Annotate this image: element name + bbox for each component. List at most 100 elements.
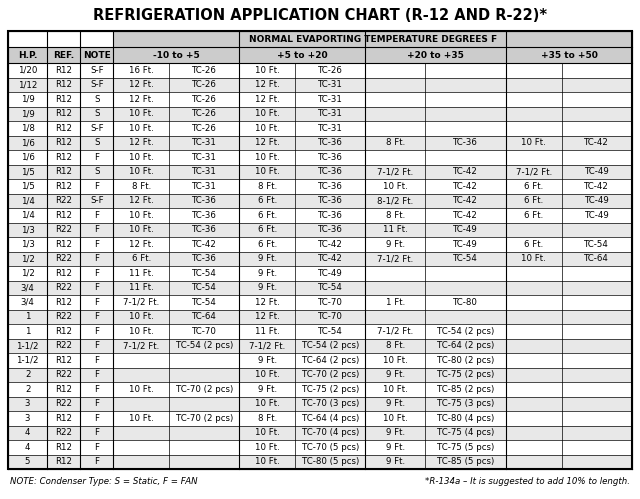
Text: TC-64 (2 pcs): TC-64 (2 pcs) (301, 356, 359, 365)
Text: 1/4: 1/4 (20, 211, 35, 220)
Text: TC-26: TC-26 (192, 124, 217, 133)
Text: 1/8: 1/8 (20, 124, 35, 133)
Text: R12: R12 (55, 414, 72, 423)
Text: TC-31: TC-31 (318, 95, 343, 104)
Text: 11 Ft.: 11 Ft. (255, 327, 280, 336)
Text: 10 Ft.: 10 Ft. (255, 457, 280, 466)
Text: TC-31: TC-31 (318, 80, 343, 89)
Text: TC-80 (2 pcs): TC-80 (2 pcs) (437, 356, 494, 365)
Bar (8, 77, 632, 92)
Text: 12 Ft.: 12 Ft. (255, 80, 280, 89)
Text: TC-36: TC-36 (192, 196, 217, 205)
Text: 10 Ft.: 10 Ft. (129, 124, 154, 133)
Text: TC-70 (5 pcs): TC-70 (5 pcs) (301, 443, 359, 452)
Text: 8 Ft.: 8 Ft. (386, 341, 405, 350)
Text: F: F (94, 254, 99, 263)
Text: R12: R12 (55, 443, 72, 452)
Text: TC-54: TC-54 (192, 269, 217, 278)
Bar (8, 324, 632, 338)
Text: 1/2: 1/2 (20, 269, 35, 278)
Text: 1/9: 1/9 (20, 109, 35, 118)
Text: -10 to +5: -10 to +5 (153, 50, 200, 59)
Text: +35 to +50: +35 to +50 (541, 50, 597, 59)
Bar (8, 455, 632, 469)
Text: S-F: S-F (90, 124, 104, 133)
Text: TC-31: TC-31 (192, 167, 217, 176)
Text: R12: R12 (55, 153, 72, 162)
Text: F: F (94, 457, 99, 466)
Text: F: F (94, 385, 99, 394)
Text: TC-31: TC-31 (192, 153, 217, 162)
Text: 8 Ft.: 8 Ft. (258, 414, 277, 423)
Text: 1/4: 1/4 (20, 196, 35, 205)
Text: TC-49: TC-49 (453, 240, 478, 249)
Text: TC-26: TC-26 (192, 95, 217, 104)
Text: 11 Ft.: 11 Ft. (129, 283, 154, 292)
Text: TC-42: TC-42 (453, 167, 478, 176)
Text: R12: R12 (55, 356, 72, 365)
Text: F: F (94, 443, 99, 452)
Text: 1/3: 1/3 (20, 225, 35, 234)
Text: 10 Ft.: 10 Ft. (255, 443, 280, 452)
Text: TC-31: TC-31 (192, 182, 217, 191)
Text: 6 Ft.: 6 Ft. (258, 225, 277, 234)
Text: R22: R22 (55, 428, 72, 437)
Text: S-F: S-F (90, 80, 104, 89)
Text: 10 Ft.: 10 Ft. (129, 312, 154, 321)
Text: TC-49: TC-49 (584, 196, 609, 205)
Text: 10 Ft.: 10 Ft. (129, 327, 154, 336)
Text: 10 Ft.: 10 Ft. (129, 225, 154, 234)
Text: 1 Ft.: 1 Ft. (386, 298, 405, 307)
Text: R12: R12 (55, 269, 72, 278)
Text: 3/4: 3/4 (20, 298, 35, 307)
Text: TC-75 (2 pcs): TC-75 (2 pcs) (301, 385, 359, 394)
Text: S: S (94, 138, 100, 147)
Text: TC-80 (4 pcs): TC-80 (4 pcs) (437, 414, 494, 423)
Text: 7-1/2 Ft.: 7-1/2 Ft. (123, 298, 159, 307)
Text: TC-75 (3 pcs): TC-75 (3 pcs) (437, 399, 494, 408)
Text: H.P.: H.P. (18, 50, 37, 59)
Text: 10 Ft.: 10 Ft. (383, 182, 408, 191)
Text: TC-26: TC-26 (192, 66, 217, 75)
Text: TC-85 (2 pcs): TC-85 (2 pcs) (437, 385, 494, 394)
Text: TC-54 (2 pcs): TC-54 (2 pcs) (301, 341, 359, 350)
Text: S-F: S-F (90, 196, 104, 205)
Text: 1/5: 1/5 (20, 182, 35, 191)
Text: F: F (94, 283, 99, 292)
Text: TC-80 (5 pcs): TC-80 (5 pcs) (301, 457, 359, 466)
Text: S-F: S-F (90, 66, 104, 75)
Text: TC-70: TC-70 (192, 327, 217, 336)
Text: 4: 4 (25, 443, 30, 452)
Text: 11 Ft.: 11 Ft. (129, 269, 154, 278)
Text: TC-70 (3 pcs): TC-70 (3 pcs) (301, 399, 359, 408)
Text: 12 Ft.: 12 Ft. (129, 95, 154, 104)
Text: 10 Ft.: 10 Ft. (255, 109, 280, 118)
Text: 12 Ft.: 12 Ft. (129, 196, 154, 205)
Bar (8, 31, 632, 469)
Text: 10 Ft.: 10 Ft. (255, 167, 280, 176)
Text: TC-49: TC-49 (584, 167, 609, 176)
Text: R12: R12 (55, 80, 72, 89)
Text: 9 Ft.: 9 Ft. (386, 457, 405, 466)
Text: 7-1/2 Ft.: 7-1/2 Ft. (249, 341, 285, 350)
Text: R12: R12 (55, 182, 72, 191)
Text: REFRIGERATION APPLICATION CHART (R-12 AND R-22)*: REFRIGERATION APPLICATION CHART (R-12 AN… (93, 7, 547, 22)
Text: TC-36: TC-36 (318, 211, 343, 220)
Text: 10 Ft.: 10 Ft. (383, 356, 408, 365)
Text: 12 Ft.: 12 Ft. (129, 80, 154, 89)
Text: F: F (94, 414, 99, 423)
Text: 8 Ft.: 8 Ft. (386, 211, 405, 220)
Text: TC-54: TC-54 (318, 327, 343, 336)
Text: R12: R12 (55, 109, 72, 118)
Text: 6 Ft.: 6 Ft. (132, 254, 151, 263)
Bar (8, 309, 632, 324)
Text: TC-80: TC-80 (453, 298, 478, 307)
Text: 10 Ft.: 10 Ft. (129, 211, 154, 220)
Text: TC-42: TC-42 (584, 138, 609, 147)
Text: R22: R22 (55, 370, 72, 379)
Text: 9 Ft.: 9 Ft. (258, 385, 277, 394)
Text: 12 Ft.: 12 Ft. (129, 240, 154, 249)
Text: 7-1/2 Ft.: 7-1/2 Ft. (378, 327, 413, 336)
Text: TC-42: TC-42 (192, 240, 217, 249)
Text: F: F (94, 269, 99, 278)
